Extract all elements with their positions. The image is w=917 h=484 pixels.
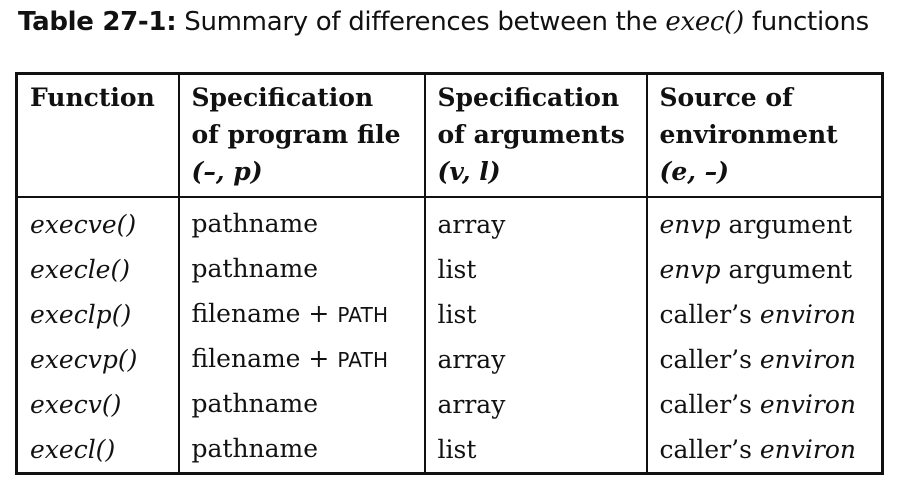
env-text: argument [720, 255, 853, 284]
cell-program-file: pathname [178, 247, 426, 292]
program-file-text: filename + [191, 344, 338, 373]
table-row: execve() pathname array envp argument [16, 197, 883, 247]
caption-text-before: Summary of differences between the [176, 7, 666, 37]
cell-environment: caller’s environ [647, 292, 883, 337]
cell-environment: envp argument [647, 247, 883, 292]
table-row: execvp() filename + PATH array caller’s … [16, 337, 883, 382]
cell-arguments: array [424, 197, 648, 247]
cell-arguments: array [424, 382, 648, 427]
env-italic: environ [759, 345, 856, 374]
cell-function: execle() [16, 247, 180, 292]
cell-program-file: pathname [178, 197, 426, 247]
cell-environment: caller’s environ [647, 382, 883, 427]
table-row: execl() pathname list caller’s environ [16, 427, 883, 474]
cell-environment: caller’s environ [647, 337, 883, 382]
header-line: environment [659, 120, 838, 149]
header-arguments: Specification of arguments (v, l) [424, 73, 648, 198]
header-line: Specification [437, 83, 620, 112]
env-italic: envp [659, 255, 721, 284]
env-text: argument [720, 210, 853, 239]
program-file-suffix: PATH [337, 303, 389, 327]
header-param: (v, l) [437, 157, 501, 186]
env-italic: environ [759, 390, 856, 419]
program-file-text: pathname [191, 209, 319, 238]
cell-function: execv() [16, 382, 180, 427]
program-file-text: pathname [191, 254, 319, 283]
header-function: Function [16, 73, 180, 198]
cell-program-file: filename + PATH [178, 337, 426, 382]
cell-function: execvp() [16, 337, 180, 382]
header-line: Specification [191, 83, 374, 112]
header-line: Function [30, 83, 155, 112]
cell-function: execlp() [16, 292, 180, 337]
program-file-text: pathname [191, 434, 319, 463]
cell-program-file: pathname [178, 382, 426, 427]
header-line: of arguments [437, 120, 625, 149]
cell-arguments: list [424, 427, 648, 474]
caption-function-ref: exec() [665, 7, 744, 37]
header-line: Source of [659, 83, 793, 112]
cell-program-file: filename + PATH [178, 292, 426, 337]
table-row: execv() pathname array caller’s environ [16, 382, 883, 427]
caption-label: Table 27-1: [18, 7, 177, 37]
env-prefix: caller’s [659, 390, 760, 419]
table-row: execlp() filename + PATH list caller’s e… [16, 292, 883, 337]
program-file-suffix: PATH [337, 348, 389, 372]
program-file-text: pathname [191, 389, 319, 418]
env-prefix: caller’s [659, 300, 760, 329]
header-environment: Source of environment (e, –) [646, 73, 883, 198]
program-file-text: filename + [191, 299, 338, 328]
cell-arguments: list [424, 292, 648, 337]
env-prefix: caller’s [659, 435, 760, 464]
caption-text-after: functions [743, 7, 869, 37]
cell-arguments: array [424, 337, 648, 382]
header-param: (e, –) [659, 157, 729, 186]
cell-function: execve() [16, 197, 180, 247]
env-italic: environ [759, 300, 856, 329]
cell-environment: envp argument [647, 197, 883, 247]
exec-functions-table: Function Specification of program file (… [15, 72, 884, 475]
header-program-file: Specification of program file (–, p) [178, 73, 426, 198]
cell-function: execl() [16, 427, 180, 474]
env-italic: envp [659, 210, 721, 239]
header-line: of program file [191, 120, 401, 149]
env-prefix: caller’s [659, 345, 760, 374]
cell-environment: caller’s environ [647, 427, 883, 474]
cell-arguments: list [424, 247, 648, 292]
env-italic: environ [759, 435, 856, 464]
cell-program-file: pathname [178, 427, 426, 474]
table-caption: Table 27-1: Summary of differences betwe… [18, 2, 869, 42]
table-row: execle() pathname list envp argument [16, 247, 883, 292]
table-header-row: Function Specification of program file (… [16, 73, 883, 198]
header-param: (–, p) [191, 157, 263, 186]
